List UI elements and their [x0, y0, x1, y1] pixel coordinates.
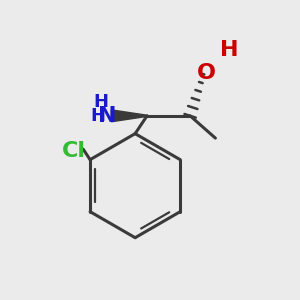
Text: O: O: [197, 63, 216, 83]
Text: H: H: [90, 107, 105, 125]
Text: Cl: Cl: [62, 142, 86, 161]
Text: N: N: [98, 106, 117, 126]
Polygon shape: [111, 110, 147, 122]
Text: H: H: [94, 93, 109, 111]
Text: H: H: [220, 40, 238, 60]
